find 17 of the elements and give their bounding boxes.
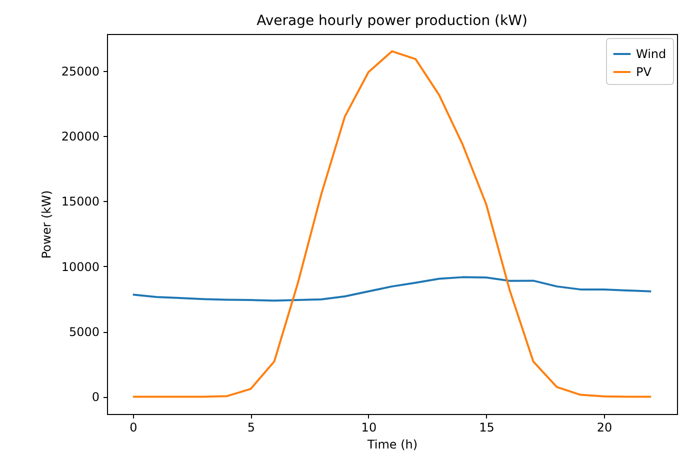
y-tick-label: 20000 (61, 130, 100, 144)
line-series (132, 276, 652, 302)
x-axis-title: Time (h) (366, 438, 418, 452)
y-axis-title: Power (kW) (39, 190, 54, 259)
y-tick-label: 5000 (68, 325, 100, 340)
x-tick-label: 20 (596, 420, 612, 434)
legend-label: Wind (636, 47, 666, 61)
x-tick-label: 5 (247, 420, 255, 434)
y-tick-label: 10000 (61, 260, 100, 274)
x-tick-label: 10 (361, 420, 377, 434)
x-tick-label: 15 (479, 420, 494, 434)
y-tick-label: 0 (92, 390, 100, 404)
chart-title: Average hourly power production (kW) (256, 13, 528, 29)
legend-label: PV (636, 65, 652, 79)
y-tick-label: 25000 (61, 64, 100, 78)
y-tick-label: 15000 (61, 194, 100, 209)
x-tick-label: 0 (130, 420, 138, 434)
